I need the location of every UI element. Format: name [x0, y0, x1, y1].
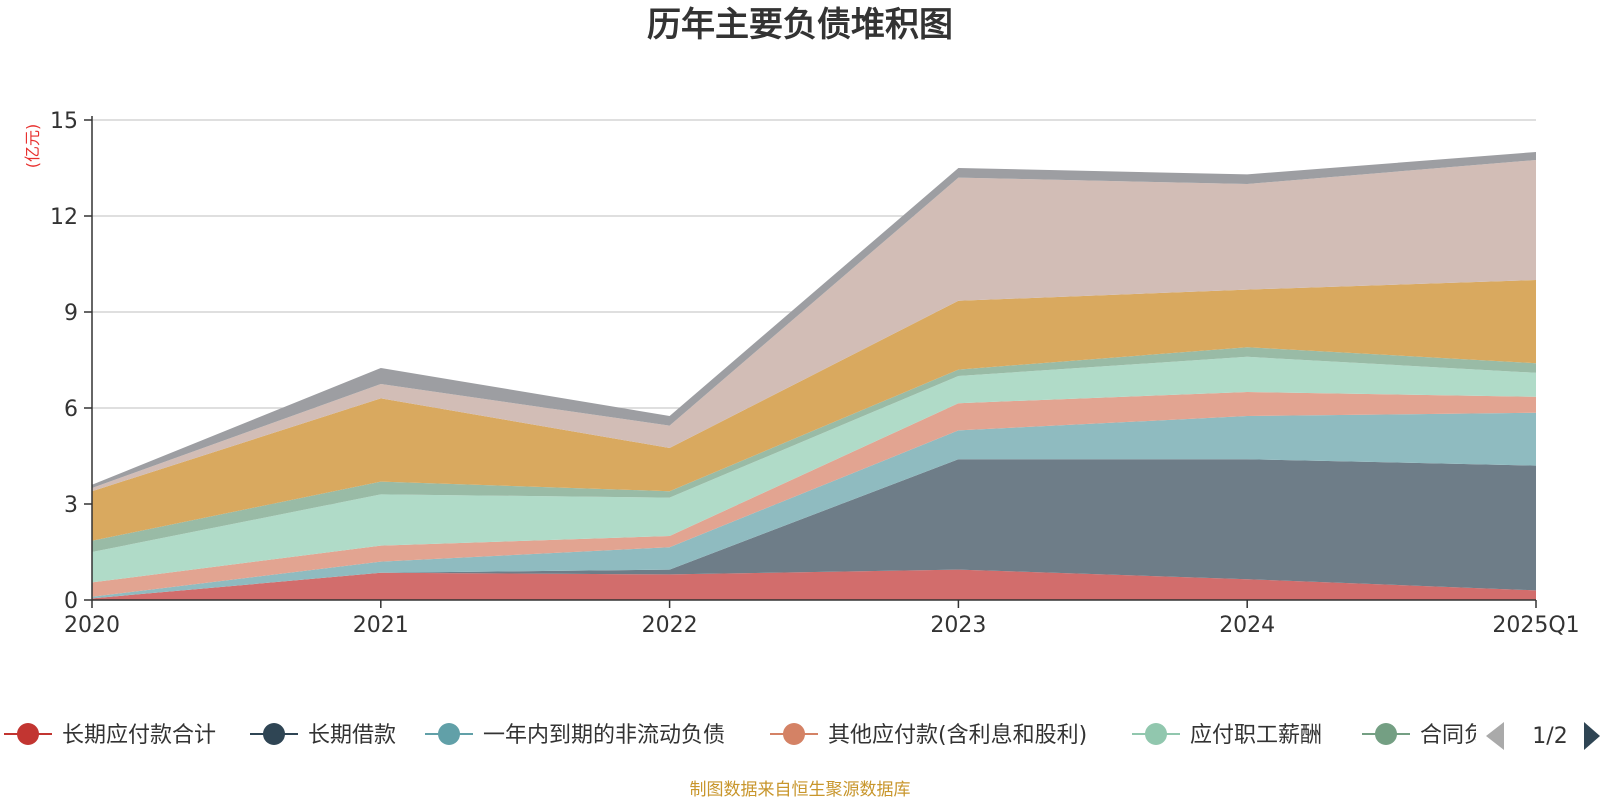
legend-item: 合同负	[1362, 723, 1486, 748]
area-series-0	[92, 569, 1536, 600]
area-series-7	[92, 160, 1536, 492]
area-series-4	[92, 356, 1536, 583]
legend-marker	[783, 723, 805, 745]
x-tick-label: 2020	[64, 613, 120, 638]
area-series-3	[92, 392, 1536, 597]
y-tick-label: 3	[64, 493, 78, 518]
data-source-note: 制图数据来自恒生聚源数据库	[690, 780, 911, 800]
legend-label: 应付职工薪酬	[1190, 723, 1322, 748]
y-tick-label: 15	[50, 109, 78, 134]
x-tick-label: 2023	[930, 613, 986, 638]
legend-prev-arrow-icon[interactable]	[1486, 722, 1504, 750]
legend-item: 长期应付款合计	[4, 723, 216, 748]
legend-label: 合同负	[1420, 723, 1486, 748]
legend-marker	[1145, 723, 1167, 745]
area-series-6	[92, 280, 1536, 541]
x-tick-label: 2024	[1219, 613, 1275, 638]
legend-page-indicator: 1/2	[1532, 724, 1567, 749]
area-series-2	[92, 412, 1536, 599]
y-tick-label: 0	[64, 589, 78, 614]
legend-label: 其他应付款(含利息和股利)	[828, 723, 1087, 748]
legend-pager: 1/2	[1486, 722, 1600, 750]
x-tick-label: 2022	[642, 613, 698, 638]
area-series-1	[92, 459, 1536, 599]
chart-title: 历年主要负债堆积图	[647, 5, 953, 45]
legend-label: 长期借款	[308, 723, 396, 748]
y-tick-label: 6	[64, 397, 78, 422]
legend-item: 一年内到期的非流动负债	[425, 723, 725, 748]
legend-label: 长期应付款合计	[62, 723, 216, 748]
x-tick-label: 2021	[353, 613, 409, 638]
legend-label: 一年内到期的非流动负债	[483, 723, 725, 748]
legend-marker	[1375, 723, 1397, 745]
area-series-group	[92, 152, 1536, 600]
legend: 长期应付款合计 长期借款 一年内到期的非流动负债 其他应付款(含利息和股利) 应付职工薪…	[4, 723, 1486, 748]
y-tick-label: 9	[64, 301, 78, 326]
legend-next-arrow-icon[interactable]	[1584, 722, 1600, 750]
x-tick-label: 2025Q1	[1492, 613, 1579, 638]
legend-marker	[263, 723, 285, 745]
legend-marker	[438, 723, 460, 745]
legend-item: 长期借款	[250, 723, 396, 748]
y-tick-label: 12	[50, 205, 78, 230]
y-axis-unit-label: (亿元)	[23, 124, 42, 169]
axes: 0 3 6 9 12 15 2020 2021 2022 2023 2024 2025Q1	[50, 109, 1580, 638]
legend-marker	[17, 723, 39, 745]
legend-item: 应付职工薪酬	[1132, 723, 1322, 748]
legend-item: 其他应付款(含利息和股利)	[770, 723, 1087, 748]
